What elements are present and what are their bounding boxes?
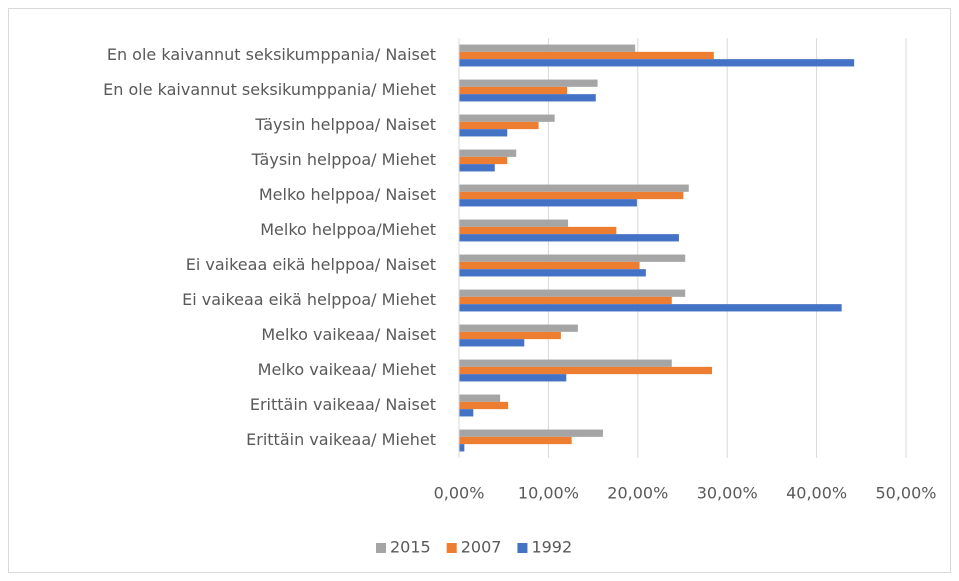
- x-tick-label: 20,00%: [607, 484, 668, 503]
- bar: [459, 269, 646, 277]
- y-tick-label: Melko helppoa/ Naiset: [259, 185, 436, 204]
- bar: [459, 129, 508, 137]
- bar: [459, 226, 617, 235]
- y-tick-label: Melko helppoa/Miehet: [260, 220, 436, 239]
- x-tick-label: 0,00%: [434, 484, 485, 503]
- bar: [459, 79, 598, 87]
- bar: [459, 339, 525, 347]
- bar: [459, 219, 569, 227]
- bar: [459, 331, 561, 340]
- y-tick-label: Täysin helppoa/ Miehet: [251, 150, 436, 169]
- legend-swatch: [376, 543, 386, 553]
- y-tick-label: Melko vaikeaa/ Miehet: [258, 360, 436, 379]
- legend-swatch: [517, 543, 528, 553]
- bar: [459, 254, 686, 262]
- x-tick-label: 50,00%: [875, 484, 936, 503]
- y-tick-label: Erittäin vaikeaa/ Miehet: [246, 430, 436, 449]
- bar: [459, 94, 596, 102]
- x-tick-label: 10,00%: [518, 484, 579, 503]
- legend-swatch: [446, 543, 457, 553]
- bar: [459, 164, 495, 172]
- bar: [459, 304, 842, 312]
- y-tick-label: En ole kaivannut seksikumppania/ Naiset: [107, 45, 436, 64]
- bar: [459, 59, 855, 67]
- bar: [459, 191, 684, 200]
- y-tick-label: Ei vaikeaa eikä helppoa/ Miehet: [182, 290, 436, 309]
- bar: [459, 289, 686, 297]
- bar: [459, 324, 578, 332]
- bar: [459, 359, 672, 367]
- bar: [459, 261, 640, 270]
- bar: [459, 234, 679, 242]
- legend-label: 1992: [531, 538, 572, 557]
- legend-label: 2007: [461, 538, 502, 557]
- bar: [459, 149, 517, 157]
- bar: [459, 444, 465, 452]
- bar: [459, 51, 714, 60]
- y-tick-label: En ole kaivannut seksikumppania/ Miehet: [103, 80, 436, 99]
- bar: [459, 156, 508, 165]
- bar: [459, 401, 509, 410]
- bar: [459, 44, 636, 52]
- bar: [459, 86, 568, 95]
- y-tick-label: Erittäin vaikeaa/ Naiset: [250, 395, 436, 414]
- bar: [459, 366, 713, 375]
- bar: [459, 374, 567, 382]
- bar: [459, 184, 689, 192]
- bar: [459, 409, 474, 417]
- y-tick-label: Täysin helppoa/ Naiset: [254, 115, 436, 134]
- bar: [459, 121, 539, 130]
- bar: [459, 296, 672, 305]
- legend-label: 2015: [390, 538, 431, 557]
- x-tick-label: 30,00%: [697, 484, 758, 503]
- y-tick-label: Ei vaikeaa eikä helppoa/ Naiset: [186, 255, 436, 274]
- y-tick-label: Melko vaikeaa/ Naiset: [261, 325, 436, 344]
- x-tick-label: 40,00%: [786, 484, 847, 503]
- bar: [459, 199, 637, 207]
- bar: [459, 436, 572, 445]
- bar: [459, 114, 555, 122]
- bar: [459, 394, 501, 402]
- bar: [459, 429, 603, 437]
